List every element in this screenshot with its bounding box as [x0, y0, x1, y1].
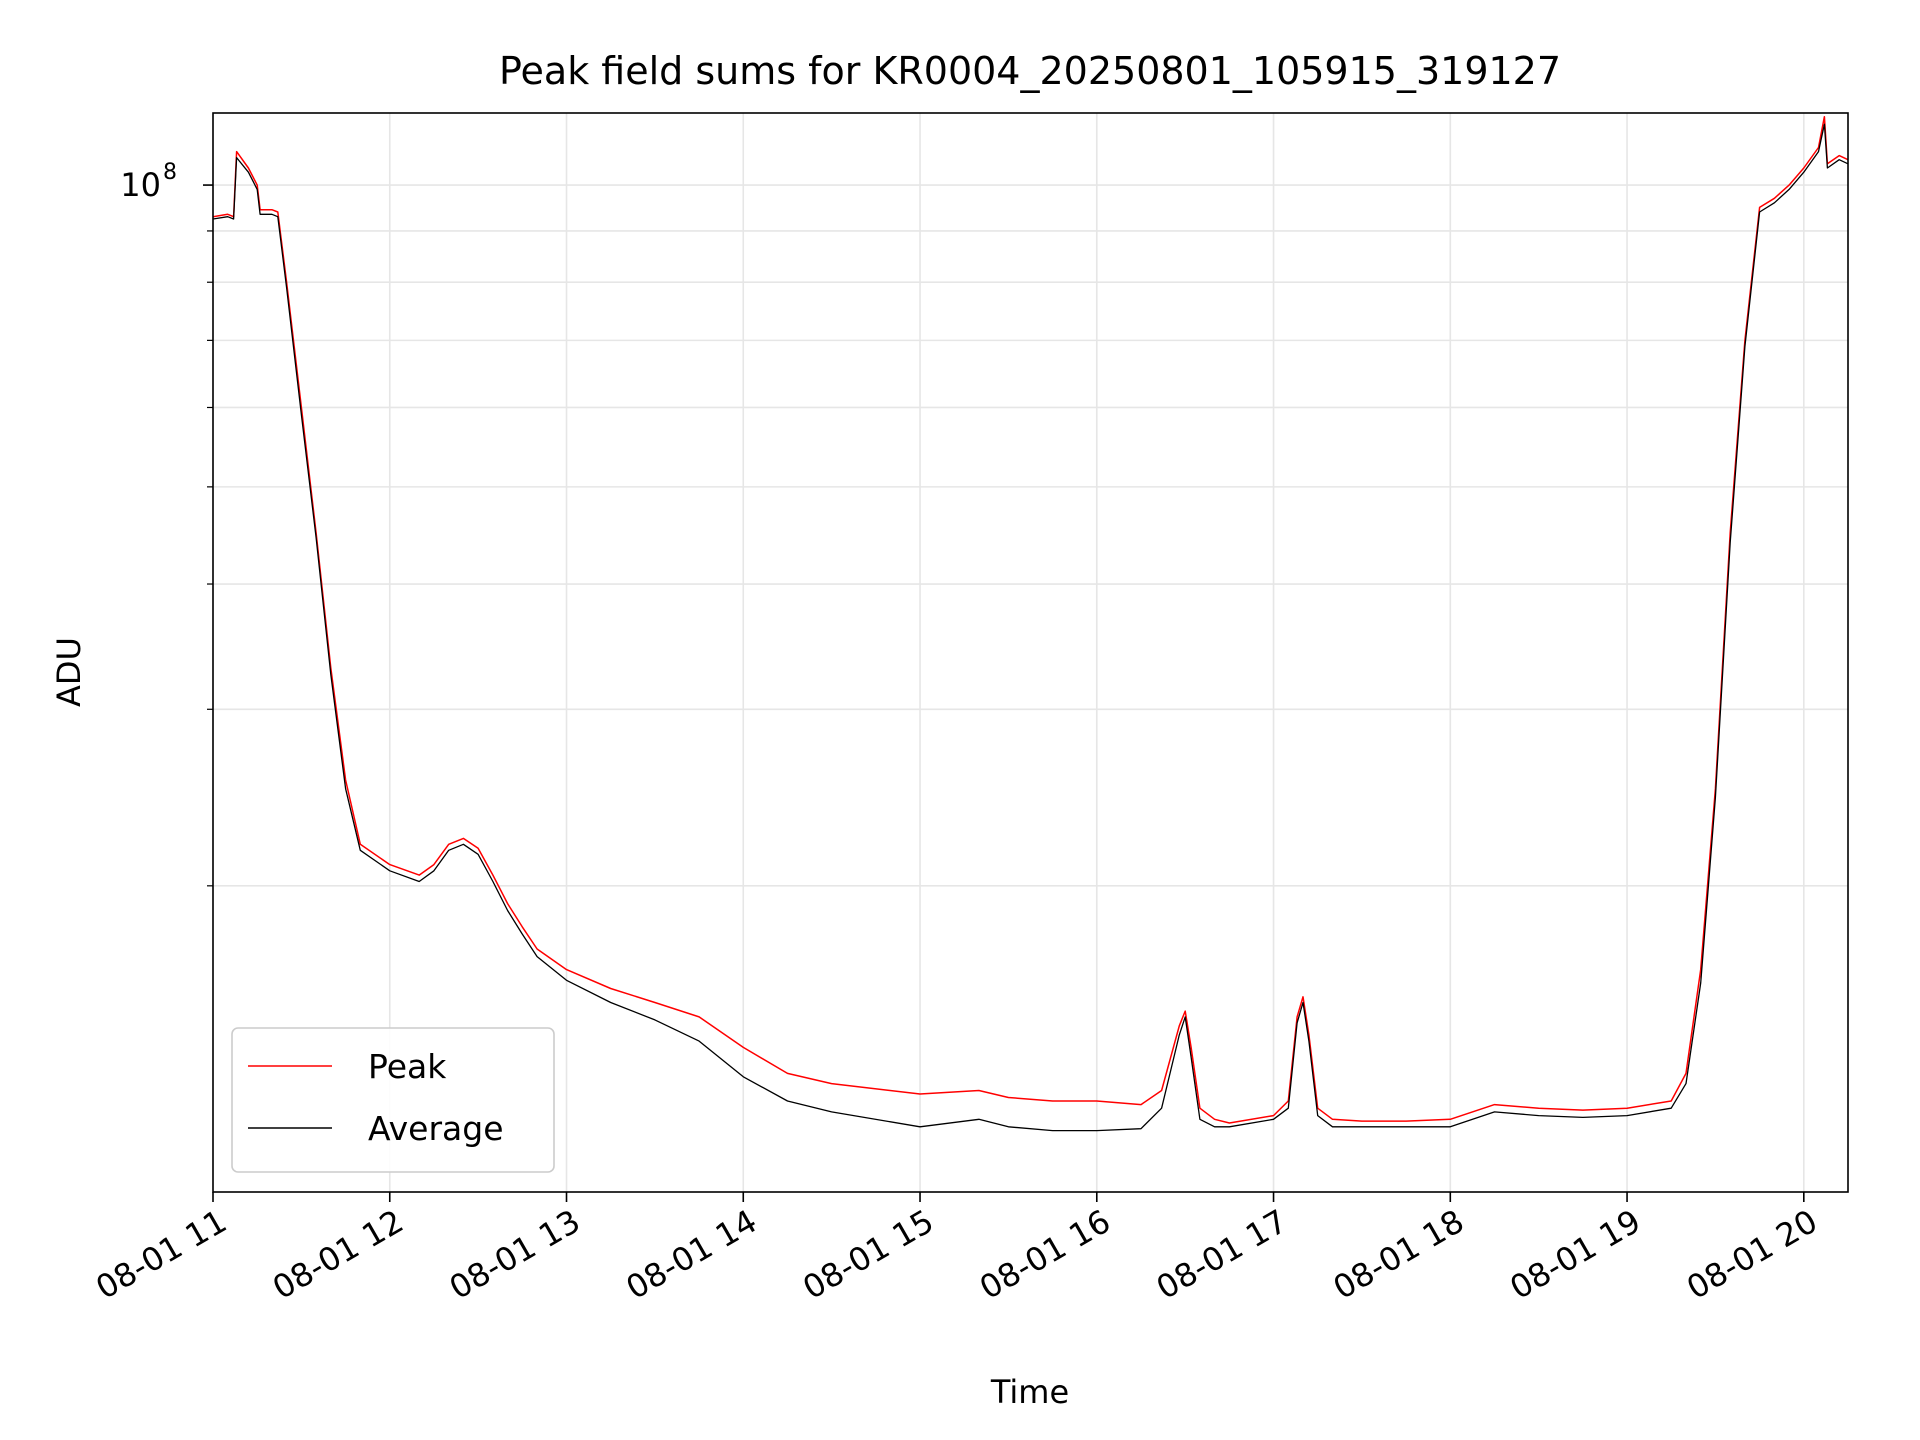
legend-box	[231, 1027, 555, 1173]
y-tick-exponent: 8	[163, 160, 177, 185]
x-tick-label: 08-01 14	[620, 1202, 764, 1307]
x-tick-label: 08-01 13	[443, 1202, 587, 1307]
x-tick-label: 08-01 15	[796, 1202, 940, 1307]
series-line-peak	[213, 115, 1848, 1124]
legend-label-average: Average	[368, 1109, 504, 1148]
x-tick-label: 08-01 19	[1503, 1202, 1647, 1307]
y-axis-ticks: 10 8	[120, 160, 213, 887]
x-axis-label: Time	[990, 1373, 1069, 1411]
series-line-average	[213, 123, 1848, 1132]
y-tick-label: 10	[120, 166, 161, 204]
x-tick-label: 08-01 17	[1150, 1202, 1294, 1307]
chart-title: Peak field sums for KR0004_20250801_1059…	[499, 49, 1561, 93]
x-tick-label: 08-01 11	[89, 1202, 233, 1307]
plot-series	[213, 115, 1848, 1132]
x-axis-ticks: 08-01 11 08-01 12 08-01 13 08-01 14 08-01 15…	[89, 1192, 1824, 1307]
legend: Peak Average	[231, 1027, 555, 1173]
x-tick-label: 08-01 20	[1680, 1202, 1824, 1307]
legend-label-peak: Peak	[368, 1047, 447, 1086]
x-tick-label: 08-01 12	[266, 1202, 410, 1307]
x-tick-label: 08-01 16	[973, 1202, 1117, 1307]
plot-frame	[212, 112, 1849, 1193]
grid-lines	[212, 113, 1848, 1192]
y-axis-label: ADU	[50, 637, 88, 707]
x-tick-label: 08-01 18	[1327, 1202, 1471, 1307]
